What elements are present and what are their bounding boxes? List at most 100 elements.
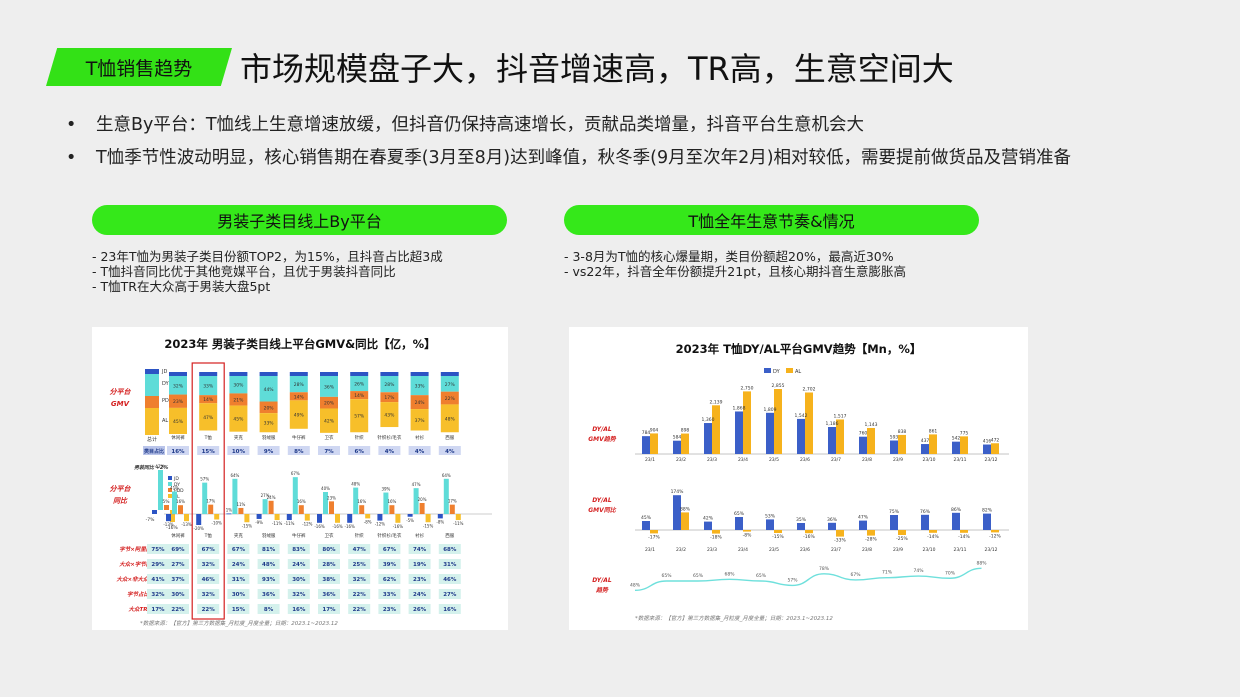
bullet-list: • 生意By平台：T恤线上生意增速放缓，但抖音仍保持高速增长，贡献品类增量，抖音平… [66,112,1071,178]
yoy-category-label: 牛仔裤 [292,532,306,539]
category-share-cell [348,446,371,455]
metric-cell [167,559,189,569]
yoy-category-label: 西服 [445,533,454,539]
metric-value: 32% [202,562,216,568]
gmv-bar-dy [890,440,898,454]
month-label: 23/9 [893,547,903,553]
category-share-value: 4% [445,449,455,455]
yoy-bar-label: -15% [423,523,434,528]
yoy-bar [443,478,449,514]
metric-row-label: 大众×非大众同比 [115,576,161,583]
yoy-legend-value: 47% [155,464,166,470]
yoy-bar-label: 40% [321,486,330,491]
share-bar-jd [199,372,218,376]
metric-value: 19% [413,562,427,568]
right-chart-panel: 2023年 T恤DY/AL平台GMV趋势【Mn，%】 DY AL DY/AL GMV趋… [569,327,1028,630]
metric-cell [438,589,461,599]
yoy-bar-label: -8% [364,519,372,524]
yoy-bar-dy [890,515,898,530]
share-bar [440,376,459,392]
share-bar [229,393,248,406]
gmv-label-al: 1,143 [865,422,878,428]
metric-cell [227,559,250,569]
metric-value: 27% [171,562,185,568]
metric-cell [167,589,189,599]
legend-label: AL [795,369,801,375]
yoy-bar-al [774,530,782,533]
gmv-label-al: 775 [960,430,969,436]
row-label: 趋势 [595,586,609,594]
yoy-bar [262,499,268,514]
gmv-bar-al [712,405,720,454]
bullet-dot-icon: • [66,148,77,168]
yoy-label-al: -25% [896,536,908,542]
yoy-bar-label: 64% [230,473,239,478]
legend-swatch-al [786,368,793,373]
share-bar [320,376,338,397]
metric-cell [318,559,340,569]
yoy-bar [166,514,171,522]
gmv-bar-dy [828,426,836,454]
share-bar [259,376,278,402]
share-bar-label: 45% [233,417,244,423]
yoy-bar-label: 64% [442,473,451,478]
share-bar-label: 42% [324,419,335,425]
page-headline: 市场规模盘子大，抖音增速高，TR高，生意空间大 [240,50,954,88]
yoy-label-dy: 42% [703,516,714,522]
metric-cell [438,559,461,569]
yoy-bar-al [650,530,658,534]
yoy-label-dy: 47% [858,515,869,521]
ratio-label: 88% [976,560,987,566]
yoy-bar [455,514,461,521]
gmv-label-al: 472 [991,437,1000,443]
yoy-label-dy: 65% [734,511,745,517]
share-bar-label: 27% [445,382,456,388]
gmv-bar-dy [921,444,929,454]
share-bar-label: 22% [445,396,456,402]
row-label: DY/AL [592,497,612,504]
bullet-text: 生意By平台：T恤线上生意增速放缓，但抖音仍保持高速增长，贡献品类增量，抖音平台… [96,115,865,135]
left-note: - T恤抖音同比优于其他竞媒平台，且优于男装抖音同比 [92,264,396,279]
yoy-category-label: T恤 [204,532,213,539]
legend-bar [145,369,159,374]
metric-cell [287,589,310,599]
gmv-bar-al [960,436,968,454]
yoy-bar [437,514,443,519]
yoy-bar-dy [673,495,681,530]
share-bar [259,413,278,433]
gmv-bar-al [805,392,813,454]
yoy-bar [292,477,298,514]
share-bar-label: 14% [203,397,214,403]
share-bar-label: 32% [173,383,184,389]
yoy-bar-label: 23% [327,495,336,500]
metric-cell [408,559,431,569]
share-bar [289,392,308,401]
ratio-label: 65% [693,573,704,579]
month-label: 23/10 [923,547,936,553]
category-share-value: 6% [355,449,365,455]
share-bar-label: 44% [264,387,275,393]
metric-cell [348,589,371,599]
metric-value: 24% [232,562,246,568]
gmv-label-dy: 1,868 [733,405,746,411]
yoy-bar-al [929,530,937,533]
metric-cell [257,559,280,569]
ratio-label: 65% [661,573,672,579]
yoy-legend-title: 男装同比 +2% [134,464,168,471]
share-bar-label: 14% [294,394,305,400]
gmv-bar-al [774,389,782,454]
category-share-cell [287,446,310,455]
bullet-text: T恤季节性波动明显，核心销售期在春夏季(3月至8月)达到峰值，秋冬季(9月至次年… [96,148,1072,168]
metric-value: 36% [262,592,276,598]
metric-value: 30% [292,577,306,583]
share-bar [229,376,248,394]
metric-cell [408,604,431,614]
gmv-label-al: 2,702 [803,386,816,392]
share-bar-label: 47% [203,415,214,421]
gmv-bar-al [867,427,875,454]
metric-row-label: 字节×阿里同比 [119,546,158,553]
metric-value: 32% [151,592,165,598]
yoy-bar-dy [735,517,743,530]
metric-value: 74% [413,547,427,553]
